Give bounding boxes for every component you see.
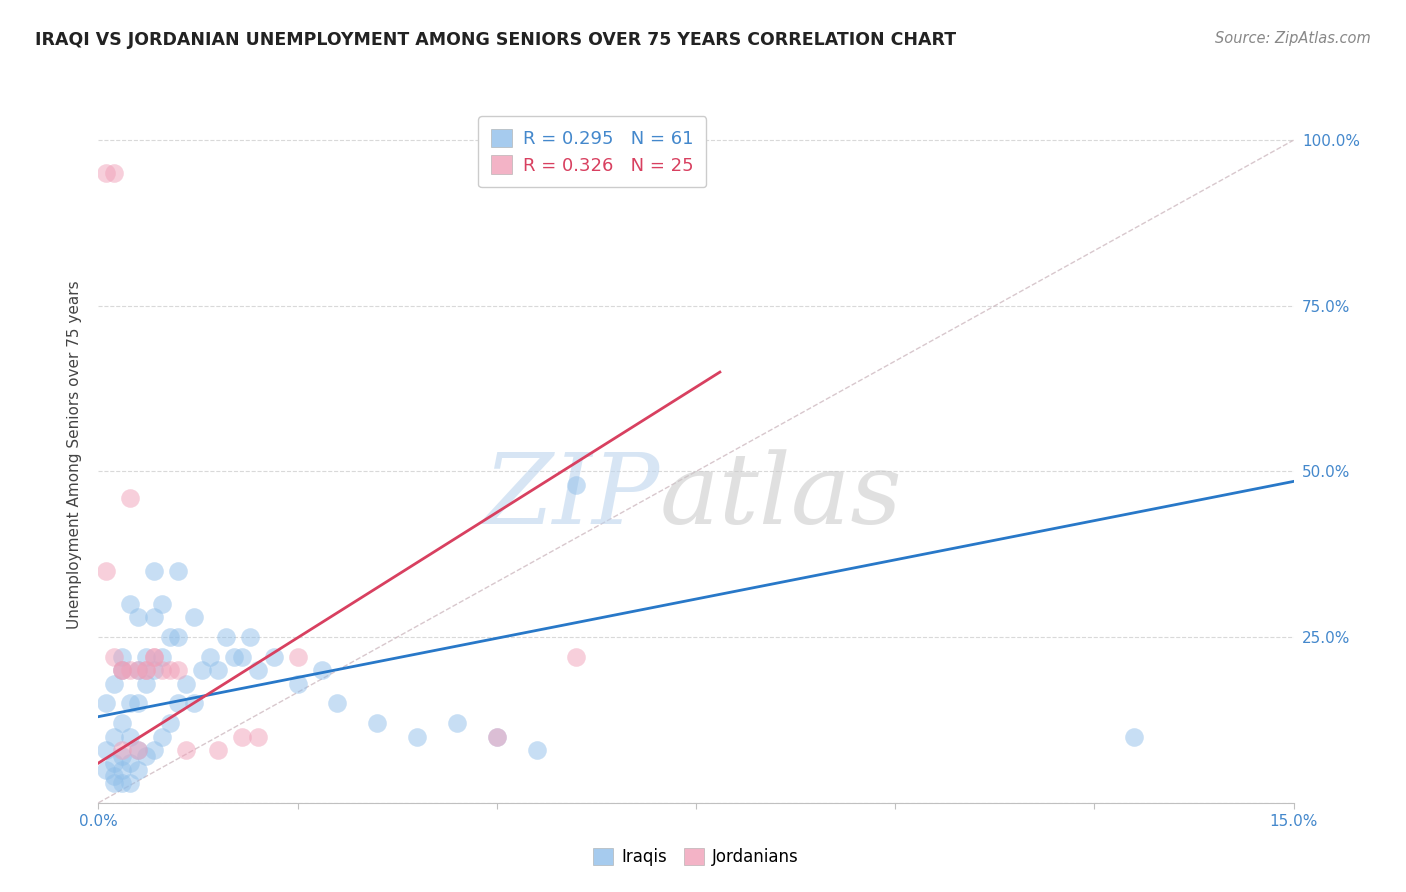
Point — [103, 676, 125, 690]
Point — [120, 776, 142, 790]
Point — [135, 650, 157, 665]
Point — [103, 650, 125, 665]
Point — [231, 730, 253, 744]
Point — [150, 663, 173, 677]
Point — [135, 663, 157, 677]
Point — [366, 716, 388, 731]
Point — [120, 663, 142, 677]
Point — [111, 743, 134, 757]
Point — [1123, 730, 1146, 744]
Point — [159, 716, 181, 731]
Point — [111, 716, 134, 731]
Point — [526, 743, 548, 757]
Point — [96, 166, 118, 180]
Point — [174, 676, 197, 690]
Point — [485, 730, 508, 744]
Point — [150, 730, 173, 744]
Point — [143, 663, 166, 677]
Text: IRAQI VS JORDANIAN UNEMPLOYMENT AMONG SENIORS OVER 75 YEARS CORRELATION CHART: IRAQI VS JORDANIAN UNEMPLOYMENT AMONG SE… — [35, 31, 956, 49]
Point — [207, 743, 229, 757]
Point — [111, 663, 134, 677]
Point — [127, 743, 149, 757]
Point — [231, 650, 253, 665]
Point — [127, 697, 149, 711]
Point — [120, 597, 142, 611]
Point — [111, 663, 134, 677]
Point — [446, 716, 468, 731]
Legend: Iraqis, Jordanians: Iraqis, Jordanians — [585, 839, 807, 874]
Point — [135, 676, 157, 690]
Point — [111, 663, 134, 677]
Point — [103, 756, 125, 770]
Point — [565, 650, 588, 665]
Point — [159, 630, 181, 644]
Point — [215, 630, 238, 644]
Point — [96, 564, 118, 578]
Point — [143, 743, 166, 757]
Point — [198, 650, 221, 665]
Point — [183, 610, 205, 624]
Point — [111, 763, 134, 777]
Point — [246, 730, 269, 744]
Point — [167, 697, 190, 711]
Point — [326, 697, 349, 711]
Point — [183, 697, 205, 711]
Point — [239, 630, 262, 644]
Point — [263, 650, 285, 665]
Point — [96, 763, 118, 777]
Point — [111, 776, 134, 790]
Point — [127, 763, 149, 777]
Point — [103, 166, 125, 180]
Point — [120, 491, 142, 505]
Point — [103, 769, 125, 783]
Point — [143, 610, 166, 624]
Point — [246, 663, 269, 677]
Point — [127, 743, 149, 757]
Point — [120, 697, 142, 711]
Point — [150, 597, 173, 611]
Point — [207, 663, 229, 677]
Point — [143, 650, 166, 665]
Point — [191, 663, 214, 677]
Point — [120, 756, 142, 770]
Point — [167, 564, 190, 578]
Point — [143, 564, 166, 578]
Point — [287, 676, 309, 690]
Point — [159, 663, 181, 677]
Point — [135, 663, 157, 677]
Point — [174, 743, 197, 757]
Point — [167, 663, 190, 677]
Point — [406, 730, 429, 744]
Point — [127, 663, 149, 677]
Point — [103, 730, 125, 744]
Point — [565, 477, 588, 491]
Point — [111, 650, 134, 665]
Point — [485, 730, 508, 744]
Point — [167, 630, 190, 644]
Text: ZIP: ZIP — [484, 449, 661, 544]
Point — [135, 749, 157, 764]
Text: atlas: atlas — [661, 449, 903, 544]
Point — [111, 749, 134, 764]
Point — [150, 650, 173, 665]
Point — [143, 650, 166, 665]
Point — [103, 776, 125, 790]
Point — [222, 650, 245, 665]
Point — [311, 663, 333, 677]
Point — [127, 663, 149, 677]
Point — [287, 650, 309, 665]
Point — [96, 697, 118, 711]
Point — [120, 730, 142, 744]
Y-axis label: Unemployment Among Seniors over 75 years: Unemployment Among Seniors over 75 years — [66, 281, 82, 629]
Point — [96, 743, 118, 757]
Text: Source: ZipAtlas.com: Source: ZipAtlas.com — [1215, 31, 1371, 46]
Point — [127, 610, 149, 624]
